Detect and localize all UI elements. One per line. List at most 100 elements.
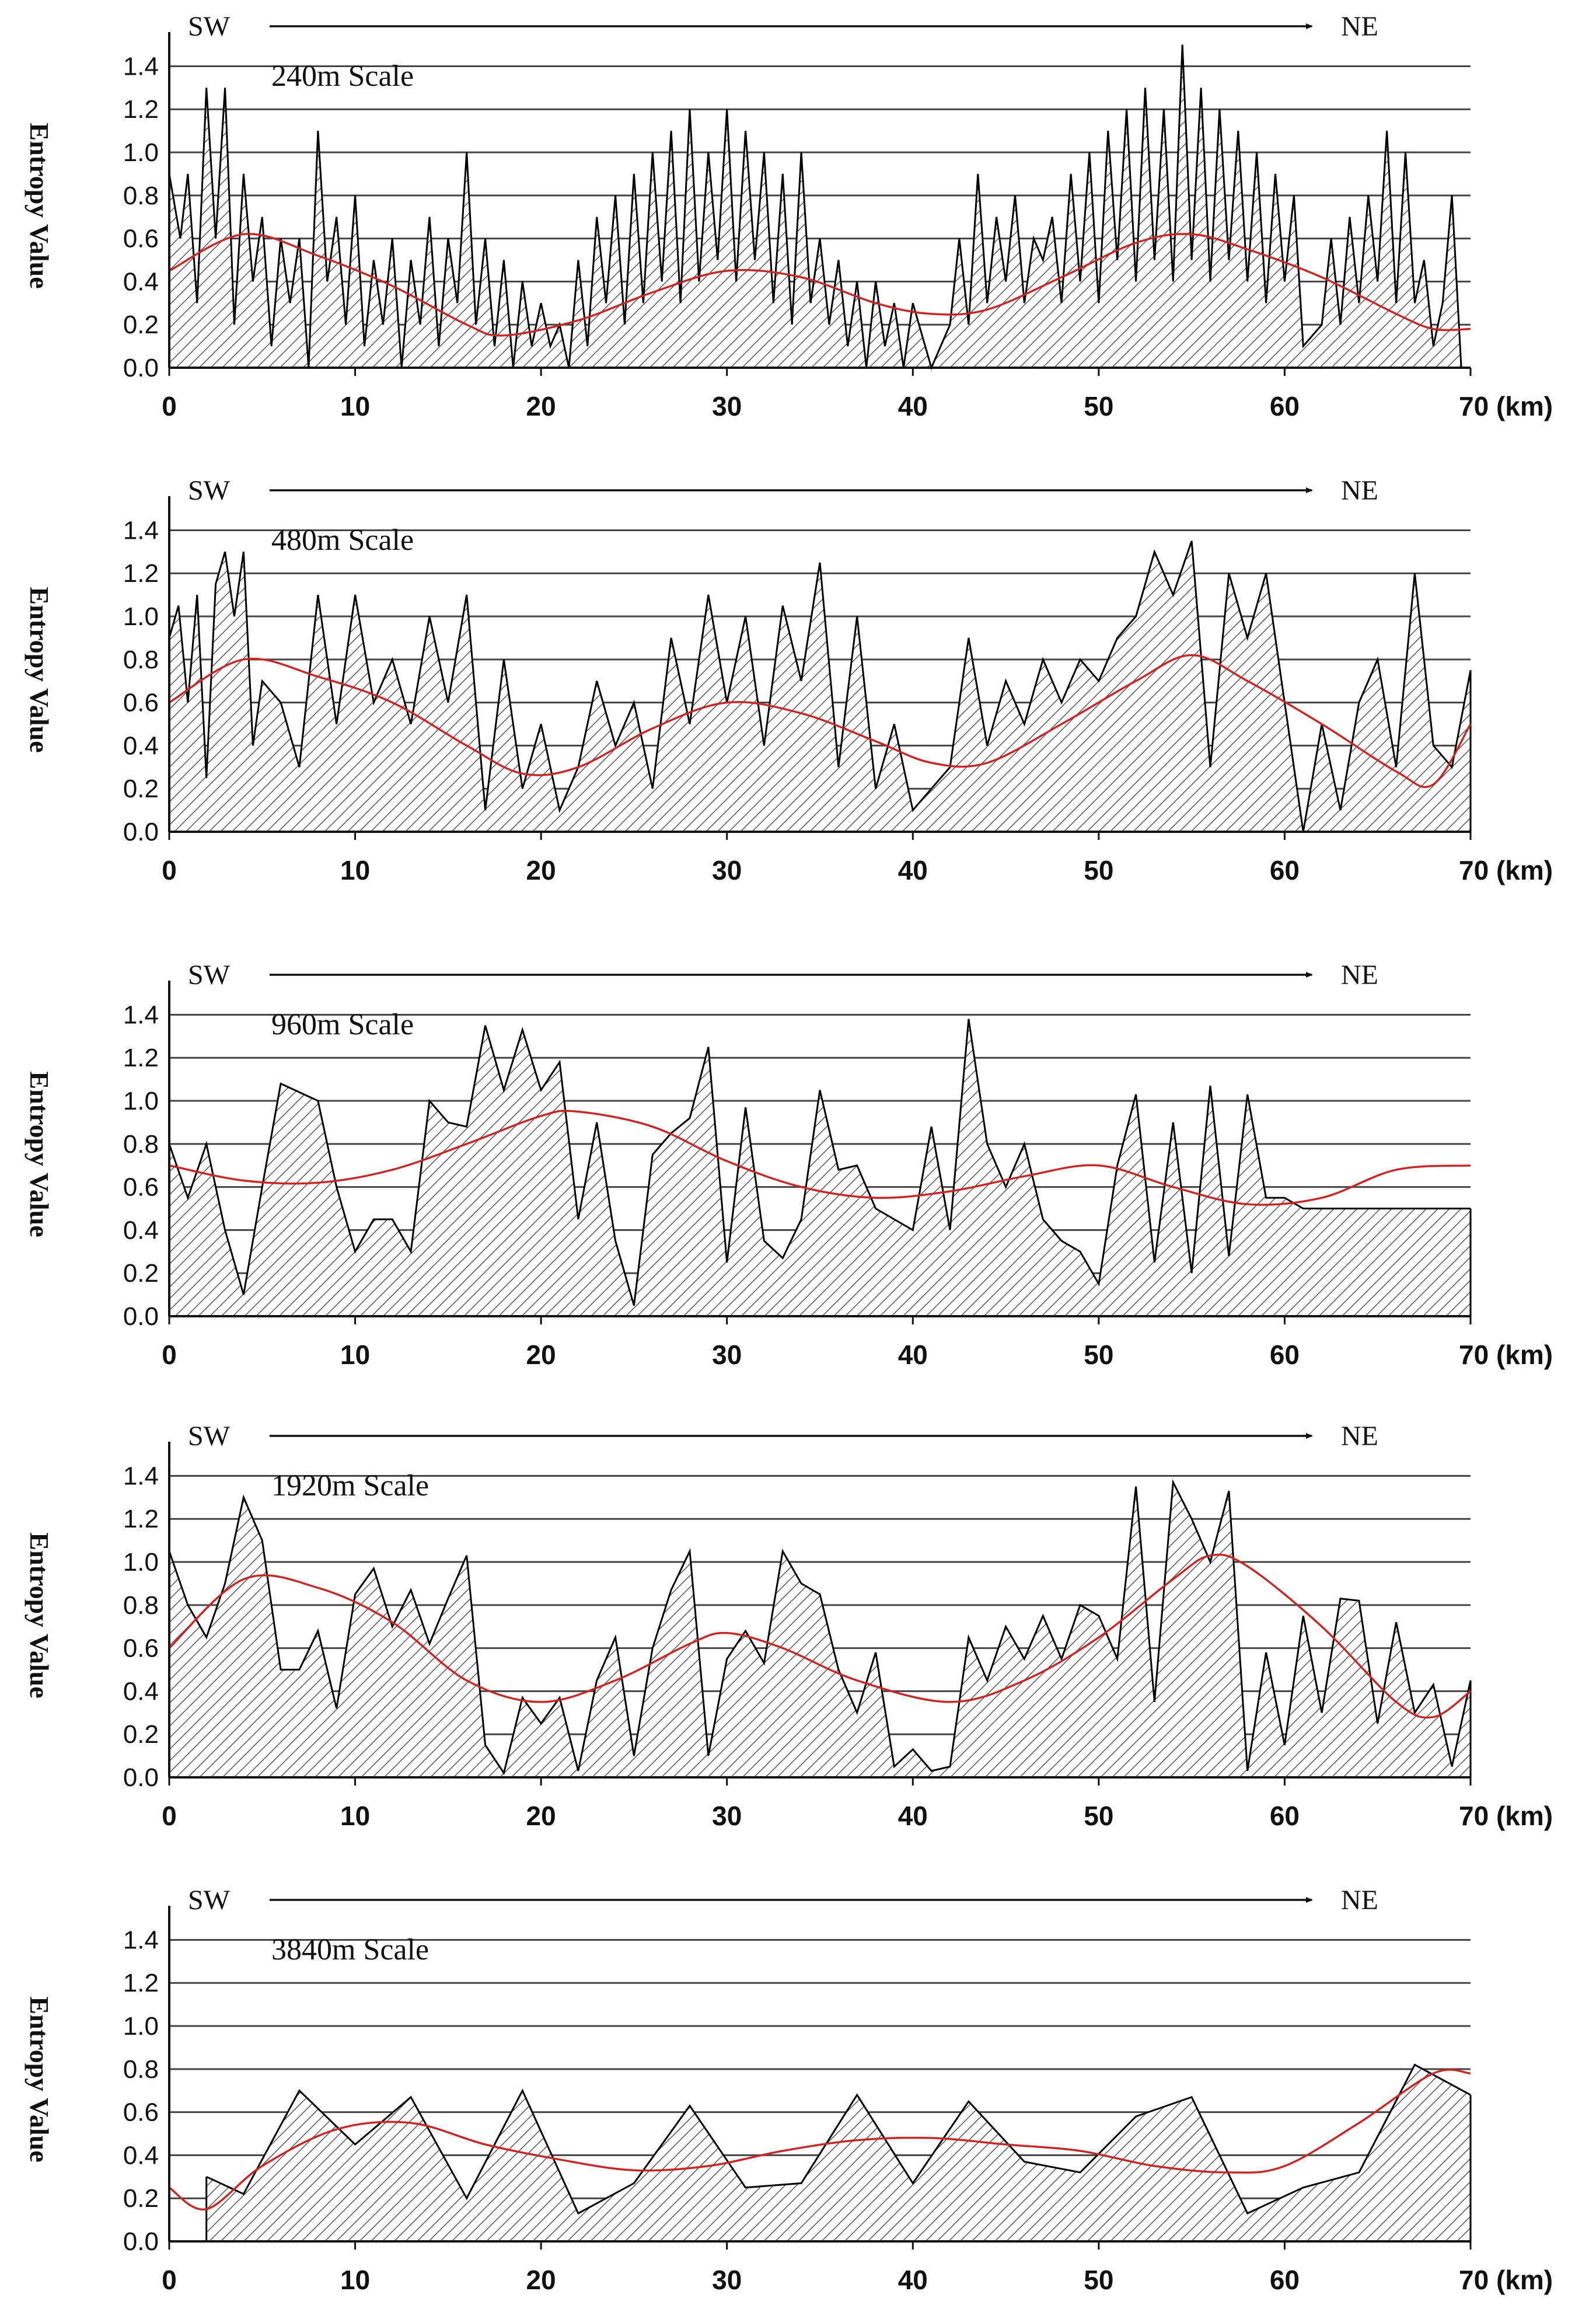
scale-title: 960m Scale — [271, 1008, 414, 1041]
y-tick-label: 0.4 — [123, 2141, 159, 2170]
trend-curve — [168, 2069, 1471, 2211]
x-tick-label: 70 (km) — [1459, 2265, 1553, 2295]
x-tick-label: 70 (km) — [1459, 1801, 1553, 1831]
x-tick-label: 10 — [340, 855, 370, 885]
x-tick-label: 0 — [162, 1801, 177, 1831]
x-tick-label: 40 — [898, 1340, 928, 1370]
direction-start-label: SW — [188, 1421, 231, 1452]
y-axis-label: Entropy Value — [25, 587, 54, 752]
y-tick-label: 0.8 — [123, 182, 159, 210]
x-tick-label: 0 — [162, 855, 177, 885]
chart-panel-4: 0.0 0.2 0.4 0.6 0.8 1.0 1.2 1.4 0 10 20 30 40 50 60 70 … — [25, 1421, 1553, 1831]
y-tick-label: 0.0 — [123, 818, 159, 846]
y-tick-label: 0.8 — [123, 2055, 159, 2084]
y-tick-label: 0.8 — [123, 1130, 159, 1159]
y-tick-label: 0.0 — [123, 354, 159, 382]
entropy-series-line — [168, 540, 1472, 832]
x-tick-label: 20 — [526, 1340, 556, 1370]
direction-end-label: NE — [1341, 11, 1378, 42]
y-tick-label: 0.2 — [123, 2184, 159, 2213]
y-tick-label: 0.4 — [123, 1677, 159, 1706]
x-tick-label: 50 — [1084, 1801, 1113, 1831]
y-axis-label: Entropy Value — [25, 1996, 54, 2162]
x-tick-label: 10 — [340, 391, 370, 421]
direction-end-label: NE — [1341, 960, 1378, 991]
x-tick-label: 50 — [1084, 2265, 1113, 2295]
y-tick-label: 0.6 — [123, 2098, 159, 2127]
y-tick-label: 0.6 — [123, 225, 159, 253]
y-tick-label: 1.4 — [123, 1000, 159, 1029]
y-tick-label: 1.0 — [123, 2012, 159, 2041]
x-tick-label: 10 — [340, 1801, 370, 1831]
y-tick-label: 0.2 — [123, 1259, 159, 1288]
direction-start-label: SW — [188, 475, 231, 506]
x-tick-label: 30 — [712, 855, 742, 885]
x-tick-label: 40 — [898, 1801, 928, 1831]
x-tick-label: 60 — [1270, 1801, 1300, 1831]
entropy-area — [169, 1019, 1471, 1316]
x-tick-label: 50 — [1084, 391, 1113, 421]
x-tick-label: 0 — [162, 1340, 177, 1370]
entropy-area — [169, 44, 1462, 368]
trend-curve — [169, 654, 1472, 789]
x-tick-label: 40 — [898, 2265, 928, 2295]
entropy-area — [206, 2065, 1471, 2241]
x-tick-label: 60 — [1270, 2265, 1300, 2295]
y-tick-label: 0.2 — [123, 775, 159, 803]
chart-panel-2: 0.0 0.2 0.4 0.6 0.8 1.0 1.2 1.4 0 10 20 30 40 50 60 70 … — [25, 475, 1553, 885]
x-tick-label: 0 — [162, 391, 177, 421]
chart-panel-5: 0.0 0.2 0.4 0.6 0.8 1.0 1.2 1.4 0 10 20 30 40 50 60 70 … — [25, 1885, 1553, 2295]
x-tick-label: 20 — [526, 1801, 556, 1831]
trend-curve — [169, 1110, 1471, 1206]
y-tick-label: 1.4 — [123, 52, 159, 81]
direction-end-label: NE — [1341, 475, 1378, 506]
x-tick-label: 50 — [1084, 1340, 1113, 1370]
trend-curve — [168, 1553, 1472, 1719]
chart-panel-3: 0.0 0.2 0.4 0.6 0.8 1.0 1.2 1.4 0 10 20 30 40 50 60 70 … — [25, 960, 1553, 1370]
x-tick-label: 70 (km) — [1459, 855, 1553, 885]
x-tick-label: 0 — [162, 2265, 177, 2295]
y-tick-label: 0.0 — [123, 1302, 159, 1331]
x-tick-label: 50 — [1084, 855, 1113, 885]
x-tick-label: 10 — [340, 2265, 370, 2295]
x-tick-label: 20 — [526, 2265, 556, 2295]
y-tick-label: 1.4 — [123, 516, 159, 545]
y-tick-label: 0.2 — [123, 1720, 159, 1749]
entropy-series-line — [168, 44, 1462, 371]
y-tick-label: 0.0 — [123, 1763, 159, 1792]
y-tick-label: 1.4 — [123, 1462, 159, 1490]
y-tick-label: 1.0 — [123, 138, 159, 167]
x-tick-label: 60 — [1270, 391, 1300, 421]
y-tick-label: 0.4 — [123, 267, 159, 296]
y-tick-label: 1.4 — [123, 1926, 159, 1954]
y-tick-label: 1.0 — [123, 1087, 159, 1115]
entropy-area — [169, 540, 1471, 832]
scale-title: 1920m Scale — [271, 1469, 429, 1502]
x-tick-label: 20 — [526, 855, 556, 885]
y-axis-label: Entropy Value — [25, 123, 54, 288]
direction-end-label: NE — [1341, 1421, 1378, 1452]
x-tick-label: 30 — [712, 1801, 742, 1831]
x-tick-label: 60 — [1270, 855, 1300, 885]
direction-start-label: SW — [188, 960, 231, 991]
x-tick-label: 40 — [898, 855, 928, 885]
scale-title: 240m Scale — [271, 60, 414, 93]
y-tick-label: 1.0 — [123, 1548, 159, 1577]
y-tick-label: 0.0 — [123, 2227, 159, 2256]
y-tick-label: 0.4 — [123, 731, 159, 760]
y-tick-label: 0.6 — [123, 689, 159, 717]
x-tick-label: 70 (km) — [1459, 1340, 1553, 1370]
y-tick-label: 1.2 — [123, 95, 159, 124]
direction-end-label: NE — [1341, 1885, 1378, 1916]
x-tick-label: 10 — [340, 1340, 370, 1370]
y-tick-label: 1.2 — [123, 1505, 159, 1533]
y-axis-label: Entropy Value — [25, 1071, 54, 1237]
y-tick-label: 1.2 — [123, 1044, 159, 1072]
direction-start-label: SW — [188, 11, 231, 42]
y-tick-label: 1.2 — [123, 559, 159, 588]
x-tick-label: 30 — [712, 2265, 742, 2295]
y-tick-label: 0.6 — [123, 1634, 159, 1663]
y-tick-label: 0.8 — [123, 1591, 159, 1620]
entropy-series-line — [206, 2063, 1471, 2215]
